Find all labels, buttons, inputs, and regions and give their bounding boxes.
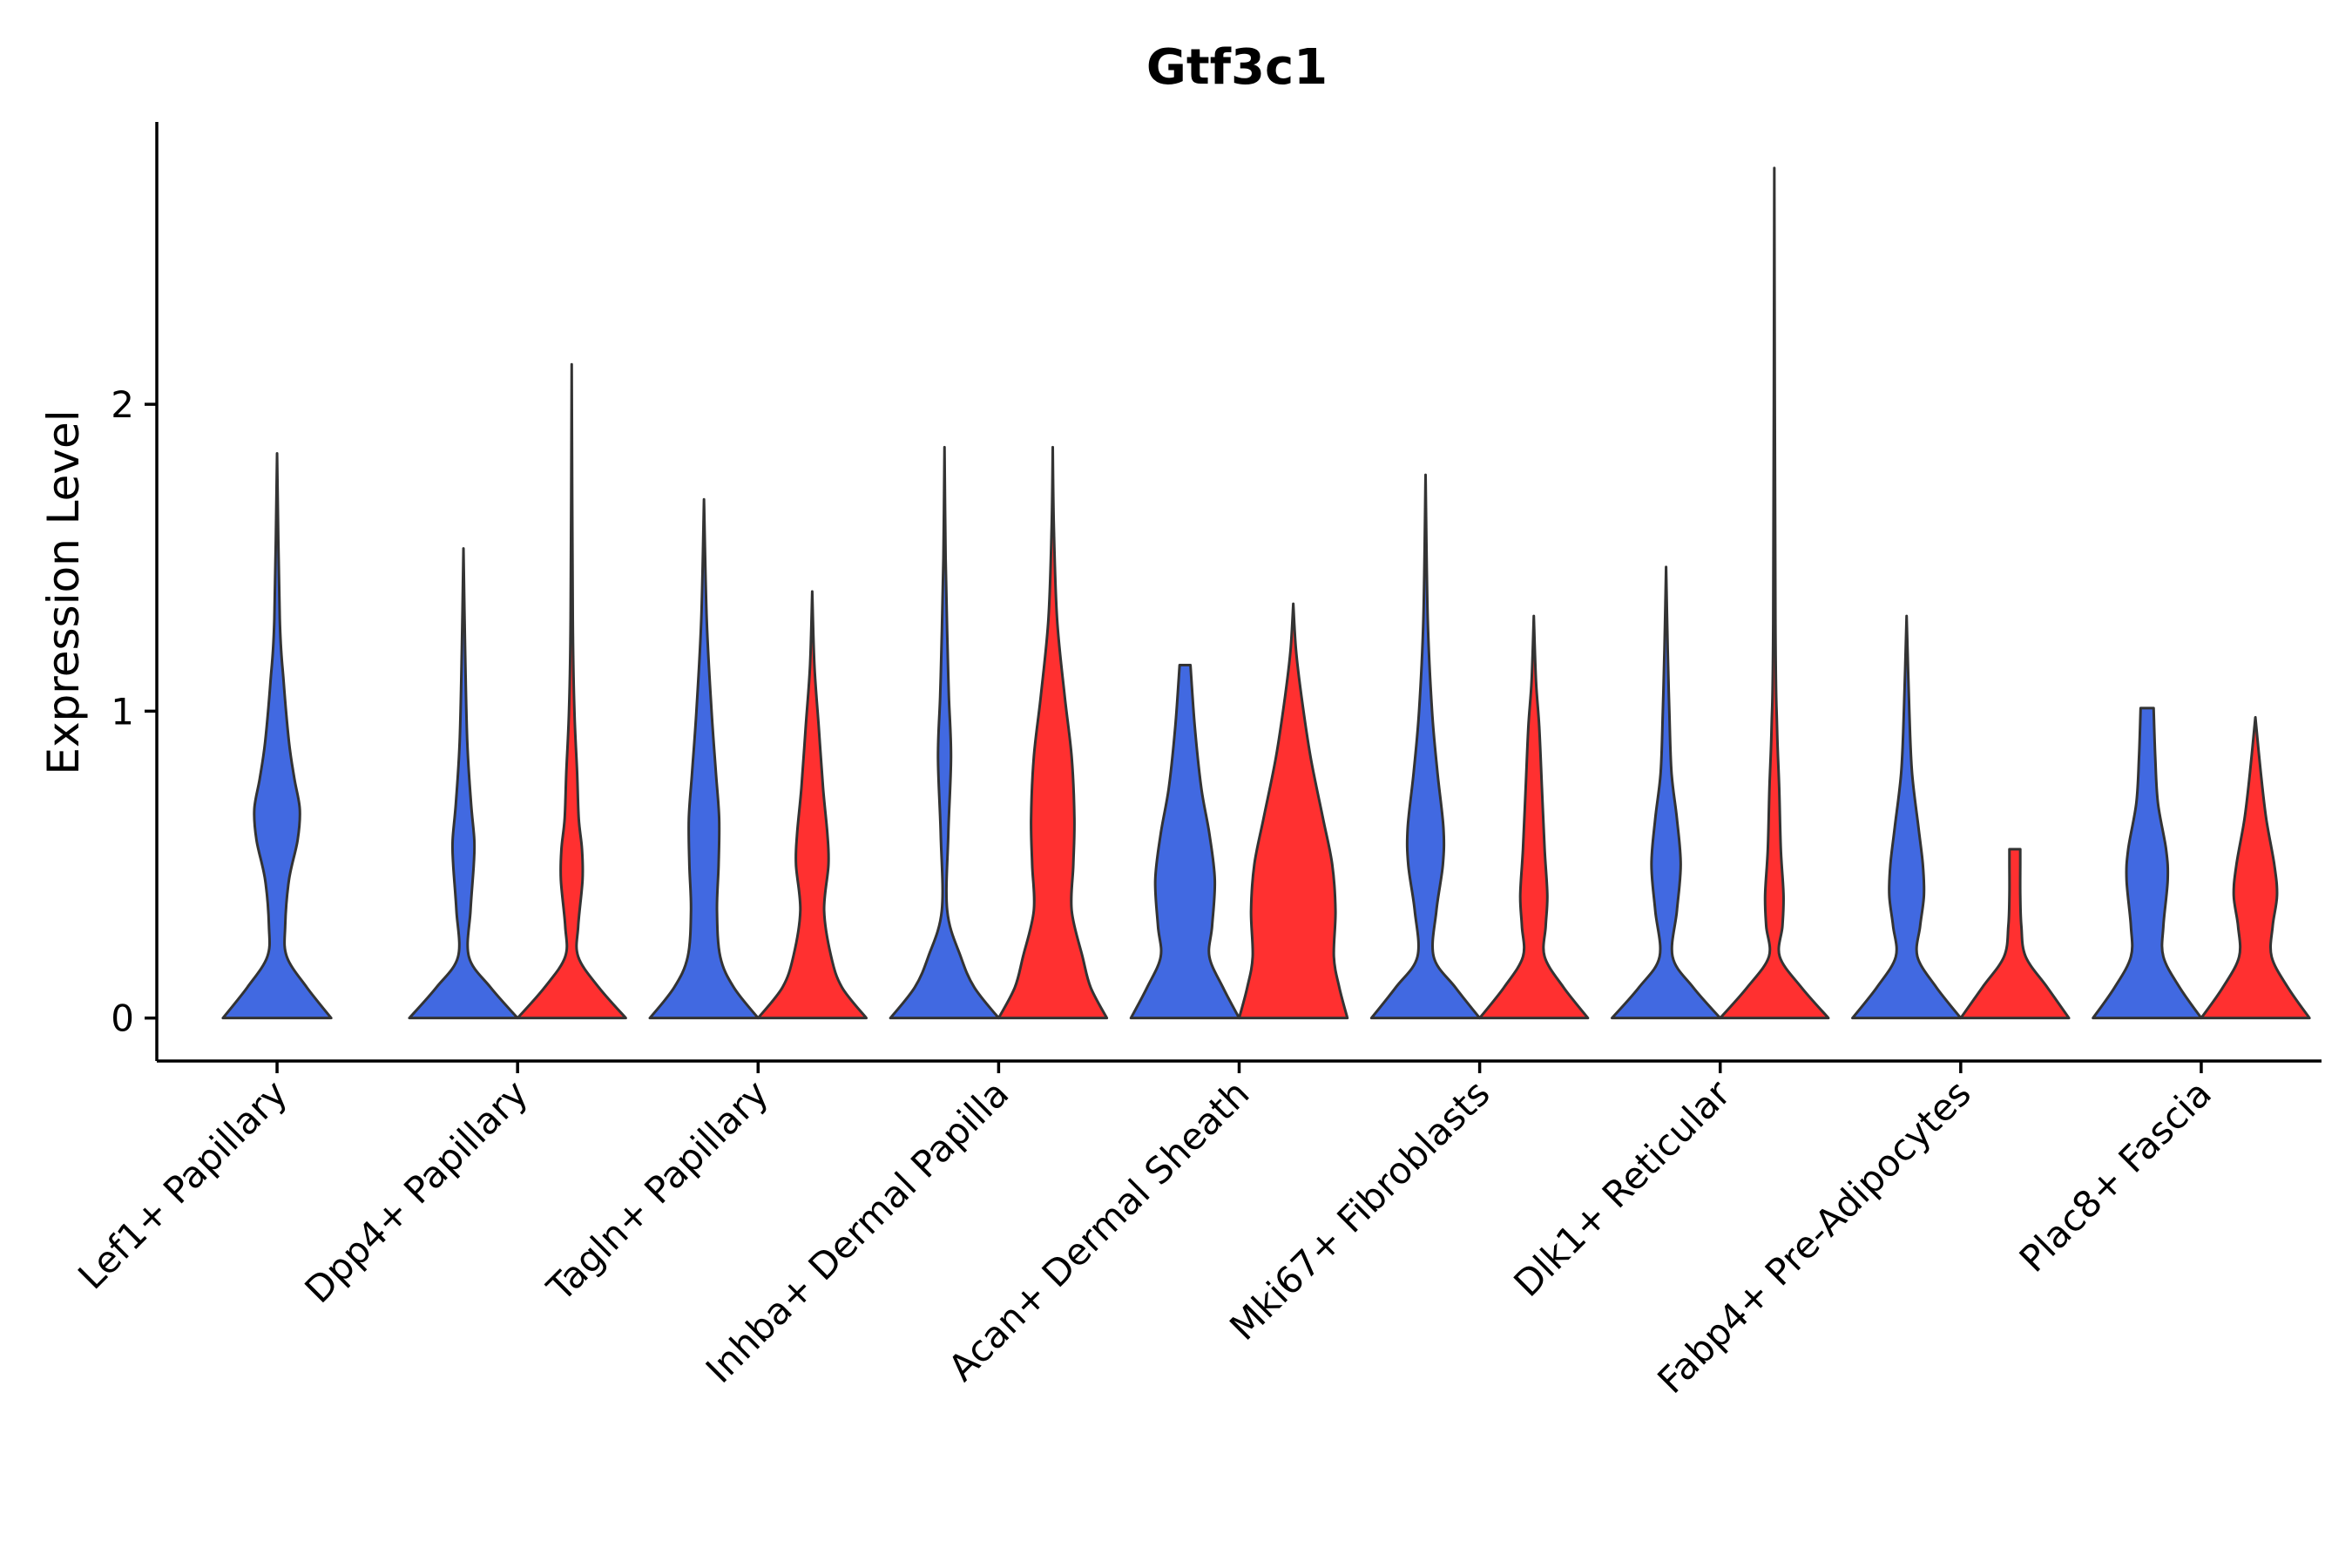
violin-blue [1129, 664, 1240, 1020]
x-tick-label: Lef1+ Papillary [70, 1071, 295, 1297]
x-tick-label: Tagln+ Papillary [538, 1071, 776, 1309]
violin-blue [408, 547, 519, 1020]
violin-blue [2092, 706, 2203, 1020]
x-tick-label: Dlk1+ Reticular [1505, 1071, 1739, 1305]
x-tick-label: Dpp4+ Papillary [296, 1071, 536, 1311]
violin-red [1719, 166, 1830, 1020]
violin-blue [648, 497, 760, 1020]
y-tick-label: 2 [111, 383, 134, 426]
violin-blue [1851, 614, 1963, 1020]
violin-blue [1610, 565, 1722, 1020]
y-tick-label: 1 [111, 690, 134, 733]
violin-red [516, 362, 627, 1020]
chart-title: Gtf3c1 [1146, 39, 1328, 96]
violin-blue [889, 445, 1000, 1020]
violins-layer [221, 166, 2311, 1020]
x-tick-label: Plac8+ Fascia [2011, 1071, 2220, 1280]
violin-red [1478, 614, 1590, 1020]
violin-blue [1369, 473, 1482, 1020]
violin-red [2200, 715, 2311, 1020]
x-tick-label: Mki67+ Fibroblasts [1221, 1071, 1497, 1348]
violin-red [1238, 602, 1349, 1020]
violin-red [1959, 848, 2071, 1020]
y-tick-label: 0 [111, 997, 134, 1040]
violin-red [756, 590, 868, 1020]
violin-red [997, 445, 1109, 1020]
violin-blue [221, 451, 333, 1020]
y-axis-label: Expression Level [38, 409, 89, 774]
